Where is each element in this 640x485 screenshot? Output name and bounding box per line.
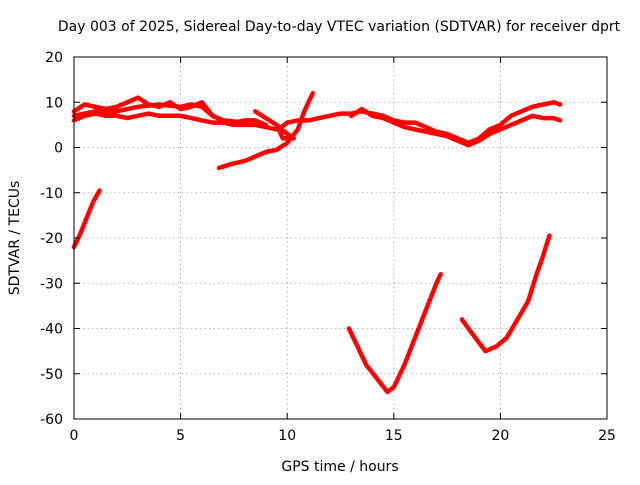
x-tick-label: 0 [70,428,79,444]
series-line-4 [71,102,247,125]
series-line-3 [71,111,279,132]
y-tick-label: 0 [54,141,63,157]
x-tick-label: 5 [176,428,185,444]
y-axis-label: SDTVAR / TECUs [7,181,23,296]
series-line-1 [71,188,102,250]
tick-layer: 0 5 10 15 20 25 -60 -50 -40 -30 -20 -10 0 10 20 [40,50,616,444]
grid-layer [74,57,607,419]
x-axis-label: GPS time / hours [281,459,398,475]
y-tick-label: -50 [40,367,63,383]
x-tick-label: 20 [491,428,509,444]
y-tick-label: 10 [45,95,63,111]
series-line-7 [348,106,563,148]
y-tick-label: -30 [40,276,63,292]
series-line-5 [216,90,316,171]
y-tick-label: 20 [45,50,63,66]
series-line-9 [459,233,552,354]
x-tick-label: 15 [385,428,403,444]
y-tick-label: -40 [40,322,63,338]
chart-title: Day 003 of 2025, Sidereal Day-to-day VTE… [58,19,621,35]
y-tick-label: -20 [40,231,63,247]
x-tick-label: 10 [278,428,296,444]
x-tick-label: 25 [598,428,616,444]
series-layer [71,90,563,395]
y-tick-label: -60 [40,412,63,428]
series-line-8 [346,271,443,395]
y-tick-label: -10 [40,186,63,202]
